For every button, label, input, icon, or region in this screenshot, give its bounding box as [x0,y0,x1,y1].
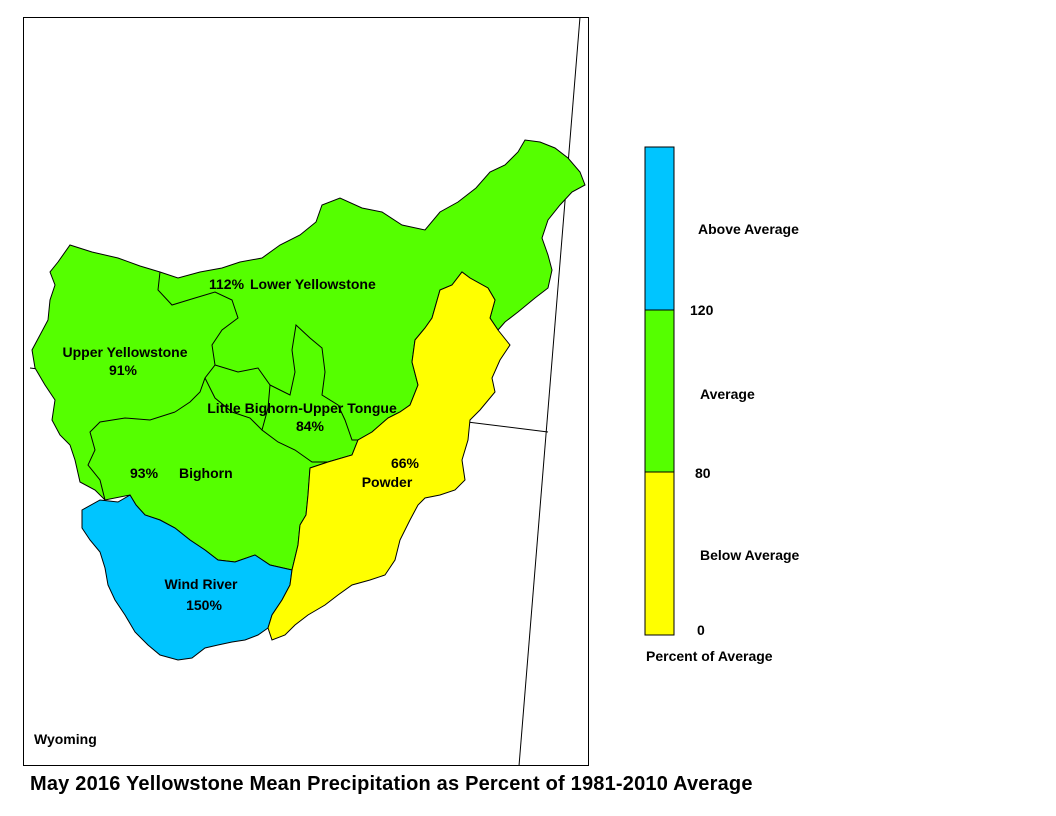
label-upper-yellowstone-name: Upper Yellowstone [63,344,188,360]
boundary-tongue [269,323,358,441]
map-frame [23,17,589,766]
legend-label-below-average: Below Average [700,547,800,563]
boundary-upper-lower-yellowstone [157,271,239,413]
label-upper-yellowstone-percent: 91% [109,362,138,378]
label-wind-river-name: Wind River [165,576,239,592]
label-little-bighorn-name: Little Bighorn-Upper Tongue [207,400,397,416]
legend-label-above-average: Above Average [698,221,799,237]
boundary-little-bighorn [214,364,328,463]
legend-swatch-above-average [644,146,675,311]
label-wind-river-percent: 150% [186,597,222,613]
label-bighorn-percent: 93% [130,465,159,481]
legend-break-80: 80 [695,465,711,481]
boundary-bighorn-north [87,411,176,501]
legend-swatch-average [644,309,675,473]
state-label: Wyoming [34,731,97,747]
boundary-bighorn-south [204,377,263,431]
legend-title: Percent of Average [646,648,773,664]
label-lower-yellowstone-name: Lower Yellowstone [250,276,376,292]
legend-break-120: 120 [690,302,714,318]
legend-swatch-below-average [644,471,675,636]
state-border-east [518,16,581,767]
label-powder-name: Powder [362,474,413,490]
legend-break-0: 0 [697,622,705,638]
basin-powder[interactable] [267,271,511,641]
legend-label-average: Average [700,386,755,402]
label-bighorn-name: Bighorn [179,465,233,481]
label-powder-percent: 66% [391,455,420,471]
label-little-bighorn-percent: 84% [296,418,325,434]
map-title: May 2016 Yellowstone Mean Precipitation … [30,773,753,795]
label-lower-yellowstone-percent: 112% [209,276,245,292]
